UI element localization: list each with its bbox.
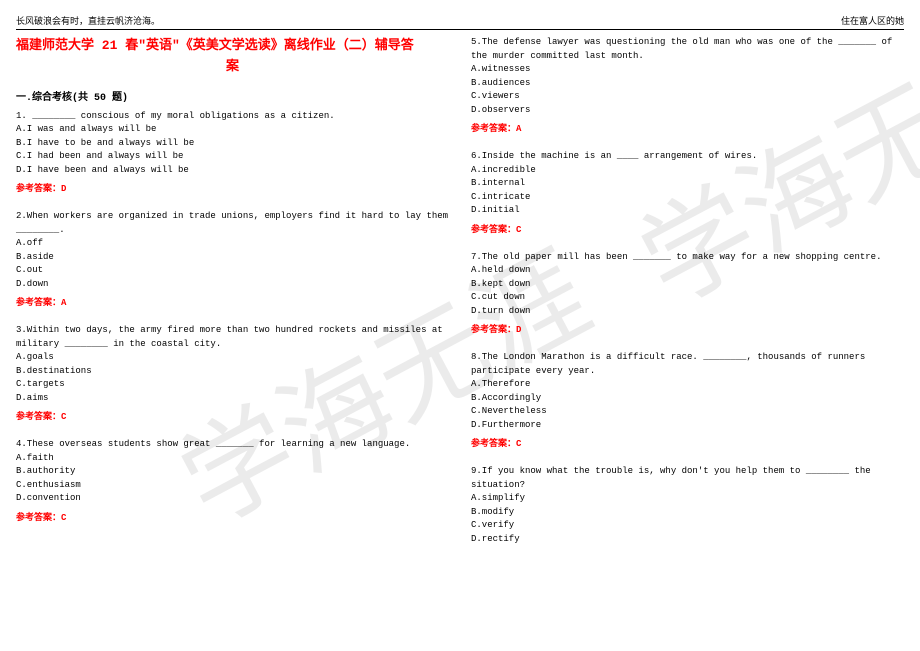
content-columns: 福建师范大学 21 春"英语"《英美文学选读》离线作业（二）辅导答 案 一.综合…: [0, 36, 920, 550]
answer-prefix: 参考答案：: [16, 298, 61, 308]
question-stem: 5.The defense lawyer was questioning the…: [471, 36, 904, 63]
question-option: D.turn down: [471, 305, 904, 319]
question-option: A.simplify: [471, 492, 904, 506]
answer-label: 参考答案：A: [471, 121, 904, 134]
question-option: B.destinations: [16, 365, 449, 379]
answer-label: 参考答案：C: [471, 436, 904, 449]
answer-label: 参考答案：C: [471, 222, 904, 235]
answer-value: D: [61, 184, 66, 194]
question-option: D.I have been and always will be: [16, 164, 449, 178]
question-option: D.convention: [16, 492, 449, 506]
question-option: D.observers: [471, 104, 904, 118]
question-option: C.verify: [471, 519, 904, 533]
title-line1: 福建师范大学 21 春"英语"《英美文学选读》离线作业（二）辅导答: [16, 38, 414, 53]
document-title: 福建师范大学 21 春"英语"《英美文学选读》离线作业（二）辅导答 案: [16, 36, 449, 78]
question-option: B.modify: [471, 506, 904, 520]
answer-label: 参考答案：C: [16, 510, 449, 523]
answer-label: 参考答案：A: [16, 295, 449, 308]
question-option: D.aims: [16, 392, 449, 406]
answer-prefix: 参考答案：: [16, 184, 61, 194]
question-option: B.audiences: [471, 77, 904, 91]
question-block: 7.The old paper mill has been _______ to…: [471, 251, 904, 319]
question-block: 9.If you know what the trouble is, why d…: [471, 465, 904, 546]
answer-value: A: [516, 124, 521, 134]
column-right: 5.The defense lawyer was questioning the…: [471, 36, 904, 550]
question-block: 1. ________ conscious of my moral obliga…: [16, 110, 449, 178]
answer-value: D: [516, 325, 521, 335]
question-option: C.Nevertheless: [471, 405, 904, 419]
answer-value: C: [516, 225, 521, 235]
question-option: B.kept down: [471, 278, 904, 292]
question-option: C.out: [16, 264, 449, 278]
question-stem: 6.Inside the machine is an ____ arrangem…: [471, 150, 904, 164]
section-heading: 一.综合考核(共 50 题): [16, 88, 449, 104]
question-option: A.off: [16, 237, 449, 251]
answer-label: 参考答案：D: [471, 322, 904, 335]
question-block: 8.The London Marathon is a difficult rac…: [471, 351, 904, 432]
question-option: C.enthusiasm: [16, 479, 449, 493]
question-option: C.intricate: [471, 191, 904, 205]
question-stem: 8.The London Marathon is a difficult rac…: [471, 351, 904, 378]
header-divider: [16, 29, 904, 30]
answer-prefix: 参考答案：: [471, 124, 516, 134]
column-left: 福建师范大学 21 春"英语"《英美文学选读》离线作业（二）辅导答 案 一.综合…: [16, 36, 449, 550]
question-option: A.held down: [471, 264, 904, 278]
question-option: B.authority: [16, 465, 449, 479]
answer-label: 参考答案：D: [16, 181, 449, 194]
header-right: 住在富人区的她: [841, 14, 904, 27]
question-block: 3.Within two days, the army fired more t…: [16, 324, 449, 405]
question-option: A.witnesses: [471, 63, 904, 77]
question-stem: 3.Within two days, the army fired more t…: [16, 324, 449, 351]
question-stem: 9.If you know what the trouble is, why d…: [471, 465, 904, 492]
answer-value: A: [61, 298, 66, 308]
question-option: A.incredible: [471, 164, 904, 178]
question-option: D.initial: [471, 204, 904, 218]
question-stem: 7.The old paper mill has been _______ to…: [471, 251, 904, 265]
question-option: C.targets: [16, 378, 449, 392]
question-option: A.faith: [16, 452, 449, 466]
question-option: B.I have to be and always will be: [16, 137, 449, 151]
answer-value: C: [61, 412, 66, 422]
answer-prefix: 参考答案：: [471, 325, 516, 335]
answer-label: 参考答案：C: [16, 409, 449, 422]
question-option: D.down: [16, 278, 449, 292]
question-option: D.rectify: [471, 533, 904, 547]
question-block: 4.These overseas students show great ___…: [16, 438, 449, 506]
question-stem: 4.These overseas students show great ___…: [16, 438, 449, 452]
question-option: D.Furthermore: [471, 419, 904, 433]
answer-prefix: 参考答案：: [471, 439, 516, 449]
answer-value: C: [516, 439, 521, 449]
question-block: 6.Inside the machine is an ____ arrangem…: [471, 150, 904, 218]
question-option: A.I was and always will be: [16, 123, 449, 137]
header-left: 长风破浪会有时，直挂云帆济沧海。: [16, 14, 160, 27]
question-option: B.Accordingly: [471, 392, 904, 406]
title-line2: 案: [16, 57, 449, 78]
question-block: 2.When workers are organized in trade un…: [16, 210, 449, 291]
answer-prefix: 参考答案：: [471, 225, 516, 235]
answer-prefix: 参考答案：: [16, 412, 61, 422]
question-option: C.cut down: [471, 291, 904, 305]
answer-prefix: 参考答案：: [16, 513, 61, 523]
question-option: B.internal: [471, 177, 904, 191]
answer-value: C: [61, 513, 66, 523]
question-option: A.Therefore: [471, 378, 904, 392]
question-stem: 2.When workers are organized in trade un…: [16, 210, 449, 237]
question-block: 5.The defense lawyer was questioning the…: [471, 36, 904, 117]
question-option: C.viewers: [471, 90, 904, 104]
page-header: 长风破浪会有时，直挂云帆济沧海。 住在富人区的她: [0, 0, 920, 29]
question-option: C.I had been and always will be: [16, 150, 449, 164]
question-stem: 1. ________ conscious of my moral obliga…: [16, 110, 449, 124]
question-option: A.goals: [16, 351, 449, 365]
question-option: B.aside: [16, 251, 449, 265]
